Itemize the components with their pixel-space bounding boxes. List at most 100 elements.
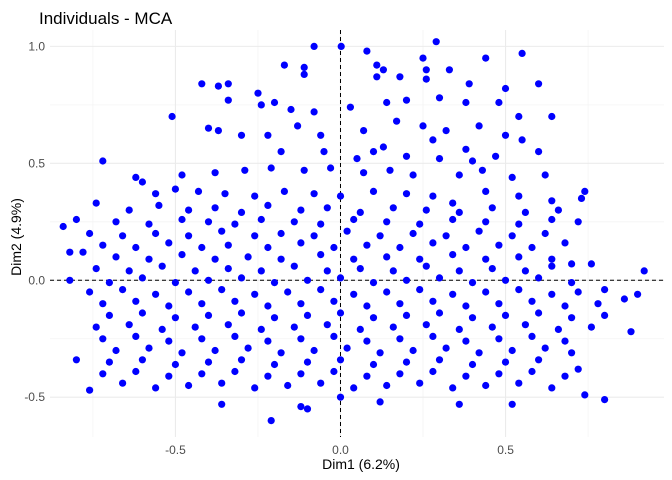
data-point [330, 367, 338, 376]
data-point [112, 218, 120, 226]
data-point [350, 384, 358, 392]
data-point [515, 192, 523, 200]
data-point [218, 227, 226, 235]
data-point [402, 358, 411, 366]
data-point [383, 218, 391, 226]
data-point [119, 232, 127, 240]
y-tick-label: 0.5 [28, 156, 45, 170]
data-point [379, 66, 387, 74]
data-point [152, 384, 160, 392]
data-point [254, 89, 262, 97]
data-point [541, 344, 549, 352]
data-point [264, 337, 272, 345]
data-point [535, 274, 543, 282]
data-point [409, 346, 417, 355]
x-tick-label: 0.0 [332, 443, 349, 457]
data-point [280, 187, 288, 195]
data-point [300, 63, 308, 71]
data-point [330, 332, 338, 340]
data-point [369, 360, 378, 369]
data-point [548, 290, 556, 298]
data-point [204, 358, 213, 366]
data-point [419, 54, 427, 62]
data-point [554, 206, 563, 214]
data-point [194, 187, 203, 195]
data-point [356, 208, 364, 216]
data-point [132, 243, 140, 252]
data-point [336, 393, 345, 401]
data-point [482, 381, 490, 390]
data-point [386, 166, 394, 174]
data-point [264, 131, 272, 139]
data-point [138, 356, 146, 364]
data-point [376, 349, 384, 357]
data-point [389, 323, 397, 331]
data-point [422, 66, 430, 74]
data-point [165, 337, 173, 345]
data-point [449, 384, 457, 392]
data-point [528, 367, 536, 376]
data-point [264, 243, 272, 252]
data-point [237, 356, 246, 364]
data-point [429, 192, 437, 200]
data-point [383, 253, 391, 261]
data-point [422, 75, 430, 83]
data-point [535, 148, 543, 156]
data-point [508, 173, 516, 181]
data-point [145, 220, 153, 228]
data-point [376, 232, 384, 240]
data-point [86, 229, 94, 238]
data-point [204, 276, 213, 284]
data-point [515, 253, 523, 261]
data-point [59, 222, 67, 231]
data-point [165, 302, 173, 310]
data-point [297, 239, 305, 247]
data-point [574, 218, 582, 226]
data-point [521, 321, 530, 329]
data-point [482, 255, 490, 263]
data-point [627, 328, 635, 336]
data-point [323, 267, 331, 275]
data-point [211, 255, 219, 263]
data-point [231, 297, 239, 305]
data-point [66, 248, 74, 256]
data-point [350, 290, 358, 298]
data-point [99, 300, 107, 308]
data-point [211, 346, 219, 355]
data-point [383, 381, 391, 390]
data-point [402, 276, 411, 284]
data-point [468, 314, 477, 322]
data-point [204, 124, 213, 132]
data-point [419, 122, 427, 130]
data-point [336, 309, 345, 317]
y-axis-ticks: -0.5 0.0 0.5 1.0 [24, 39, 45, 404]
data-point [178, 215, 186, 224]
data-point [125, 206, 133, 214]
data-point [409, 171, 417, 179]
data-point [449, 251, 457, 259]
data-point [241, 166, 249, 174]
data-point [640, 267, 648, 275]
data-point [548, 197, 556, 205]
data-point [581, 391, 589, 399]
data-point [231, 220, 239, 228]
data-point [290, 218, 298, 226]
y-tick-label: -0.5 [24, 390, 45, 404]
data-point [310, 190, 318, 198]
data-point [237, 131, 246, 139]
data-point [317, 131, 325, 139]
data-point [300, 70, 308, 78]
data-point [373, 73, 381, 81]
data-point [422, 262, 430, 270]
data-point [501, 131, 510, 139]
reference-lines [50, 30, 664, 437]
data-point [125, 267, 133, 275]
data-point [152, 190, 160, 198]
data-point [501, 84, 510, 93]
data-point [620, 295, 629, 303]
data-point [198, 80, 206, 88]
y-tick-label: 1.0 [28, 39, 45, 53]
data-point [224, 265, 232, 273]
x-axis-ticks: -0.5 0.0 0.5 [165, 443, 514, 457]
